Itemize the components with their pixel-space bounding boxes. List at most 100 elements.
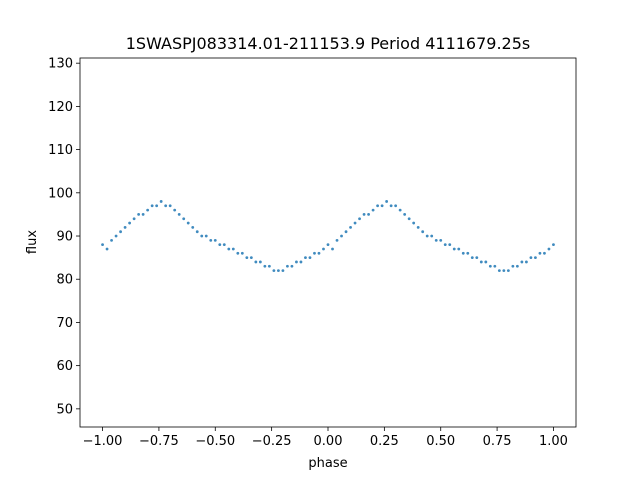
y-tick-label: 60 <box>56 359 73 374</box>
data-point <box>191 225 195 229</box>
data-point <box>448 243 452 247</box>
data-point <box>515 264 519 268</box>
data-point <box>479 260 483 264</box>
data-point <box>240 251 244 255</box>
data-point <box>159 200 163 203</box>
y-tick-label: 80 <box>56 273 73 288</box>
data-point <box>484 260 488 264</box>
data-point <box>534 256 537 260</box>
data-point <box>281 269 285 272</box>
data-point <box>367 213 370 216</box>
data-point <box>277 269 280 272</box>
data-point <box>290 264 294 268</box>
data-point <box>177 213 181 216</box>
data-point <box>407 217 411 221</box>
data-point <box>398 208 402 212</box>
data-point <box>389 204 393 208</box>
y-tick-label: 50 <box>56 402 73 417</box>
data-point <box>380 204 384 208</box>
x-tick-label: −0.50 <box>195 434 235 449</box>
data-point <box>552 243 555 247</box>
data-point <box>502 269 506 272</box>
chart-title: 1SWASPJ083314.01-211153.9 Period 4111679… <box>126 34 531 53</box>
data-point <box>313 251 316 255</box>
data-point <box>236 251 240 255</box>
data-point <box>547 247 551 251</box>
y-ticks: 50 60 70 80 90 100 110 120 130 <box>48 57 80 417</box>
data-point <box>349 225 352 229</box>
data-point <box>416 225 420 229</box>
data-point <box>114 234 118 238</box>
data-point <box>200 234 204 238</box>
data-point <box>340 234 343 238</box>
data-point <box>218 243 222 247</box>
data-point <box>322 247 325 251</box>
data-point <box>209 238 213 242</box>
data-point <box>317 251 321 255</box>
data-point <box>511 264 515 268</box>
data-point <box>457 247 461 251</box>
data-point <box>412 221 416 225</box>
data-point <box>371 208 375 212</box>
data-point <box>299 260 303 264</box>
data-point <box>182 217 186 221</box>
x-axis-label: phase <box>308 456 347 471</box>
data-point <box>110 238 113 242</box>
data-point <box>249 256 253 260</box>
y-tick-label: 110 <box>48 143 73 158</box>
data-point <box>525 260 528 264</box>
data-point <box>258 260 262 264</box>
y-tick-label: 120 <box>48 100 73 115</box>
data-point <box>497 269 501 272</box>
data-point <box>493 264 497 268</box>
x-tick-label: 1.00 <box>539 434 568 449</box>
data-point <box>195 230 199 234</box>
data-point <box>286 264 289 268</box>
data-point <box>461 251 465 255</box>
data-point <box>254 260 258 264</box>
data-point <box>520 260 524 264</box>
x-tick-label: 0.75 <box>483 434 512 449</box>
data-point <box>231 247 235 251</box>
data-point <box>543 251 546 255</box>
data-point <box>304 256 307 260</box>
data-point <box>123 225 127 229</box>
data-point <box>173 208 177 212</box>
y-tick-label: 70 <box>56 316 73 331</box>
data-point <box>529 256 533 260</box>
data-point <box>353 221 357 225</box>
data-point <box>470 256 474 260</box>
y-axis-label: flux <box>25 230 40 254</box>
data-point <box>137 213 141 216</box>
data-point <box>439 238 443 242</box>
data-point <box>488 264 492 268</box>
data-point <box>222 243 226 247</box>
data-point <box>362 213 366 216</box>
data-point <box>155 204 159 208</box>
data-point <box>385 200 389 203</box>
data-point <box>434 238 438 242</box>
data-point <box>394 204 398 208</box>
data-point <box>263 264 267 268</box>
data-point <box>186 221 190 225</box>
data-point <box>132 217 136 221</box>
x-tick-label: 0.25 <box>370 434 399 449</box>
data-point <box>204 234 208 238</box>
data-point <box>506 269 510 272</box>
data-point <box>331 247 334 251</box>
data-point <box>213 238 217 242</box>
data-point <box>452 247 456 251</box>
data-point <box>164 204 168 208</box>
data-point <box>272 269 276 272</box>
x-tick-label: −0.75 <box>139 434 179 449</box>
x-ticks: −1.00 −0.75 −0.50 −0.25 0.00 0.25 0.50 0.75 1.00 <box>83 427 568 449</box>
y-tick-label: 130 <box>48 57 73 72</box>
y-tick-label: 100 <box>48 186 73 201</box>
data-point <box>358 217 361 221</box>
data-point <box>430 234 434 238</box>
data-point <box>425 234 429 238</box>
data-point <box>335 238 339 242</box>
data-point <box>128 221 132 225</box>
